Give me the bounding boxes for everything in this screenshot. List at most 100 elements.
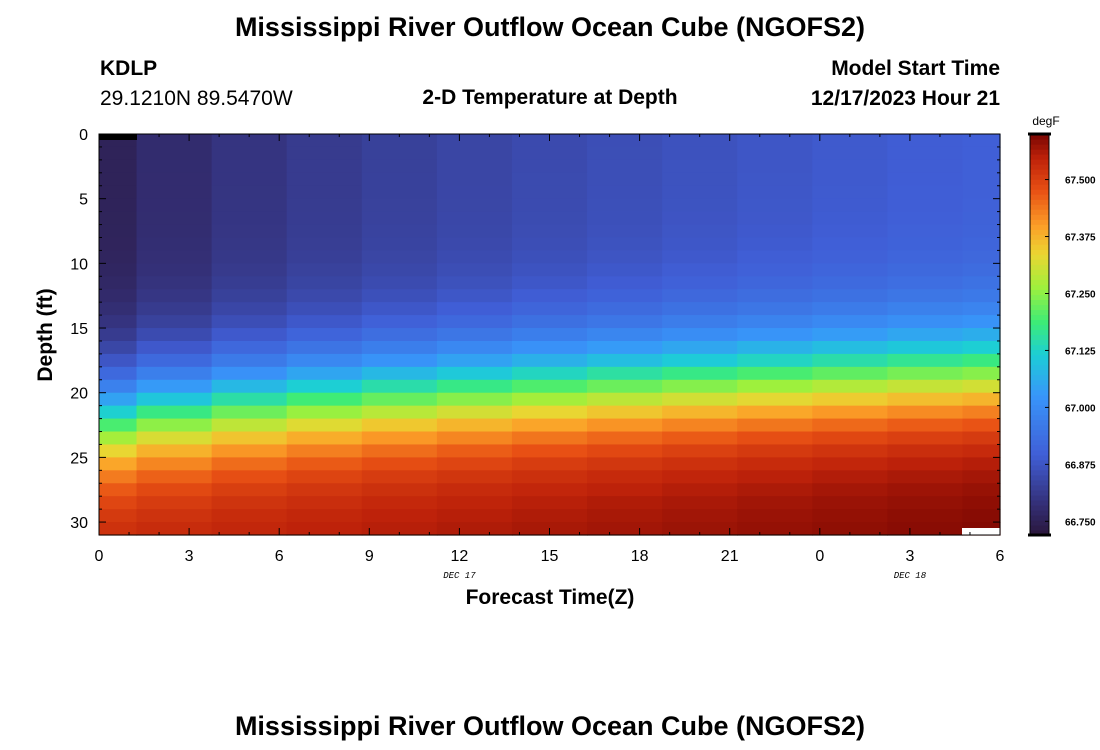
heatmap-cell <box>587 211 663 226</box>
heatmap-cell <box>737 224 813 239</box>
colorbar-segment <box>1030 164 1049 170</box>
colorbar-segment <box>1030 424 1049 431</box>
heatmap-cell <box>99 172 138 187</box>
heatmap-cell <box>587 522 663 536</box>
heatmap-cell <box>737 315 813 329</box>
heatmap-cell <box>99 483 138 497</box>
heatmap-cell <box>737 328 813 342</box>
colorbar-segment <box>1030 149 1049 155</box>
heatmap-cell <box>136 483 213 497</box>
heatmap-cell <box>587 496 663 510</box>
heatmap-cell <box>286 522 363 536</box>
heatmap-cell <box>587 366 663 381</box>
heatmap-cell <box>136 353 213 368</box>
heatmap-cell <box>887 522 964 536</box>
colorbar-segment <box>1030 189 1049 195</box>
heatmap-cell <box>136 289 213 303</box>
heatmap-cell <box>136 185 213 200</box>
heatmap-cell <box>286 509 363 523</box>
colorbar-segment <box>1030 384 1049 391</box>
heatmap-cell <box>737 522 813 536</box>
heatmap-cell <box>812 405 888 420</box>
heatmap-cell <box>211 224 288 239</box>
heatmap-cell <box>436 185 513 200</box>
heatmap-cell <box>962 134 1001 148</box>
colorbar-segment <box>1030 134 1049 140</box>
colorbar-segment <box>1030 459 1049 466</box>
heatmap-cell <box>662 198 738 213</box>
x-tick-label: 15 <box>541 548 559 565</box>
heatmap-cells <box>99 134 1001 536</box>
heatmap-cell <box>737 250 813 264</box>
heatmap-cell <box>99 340 138 355</box>
heatmap-cell <box>737 392 813 407</box>
x-tick-label: 0 <box>95 548 104 565</box>
heatmap-cell <box>662 159 738 174</box>
heatmap-cell <box>361 198 438 213</box>
heatmap-cell <box>436 172 513 187</box>
heatmap-cell <box>737 172 813 187</box>
heatmap-cell <box>211 315 288 329</box>
heatmap-cell <box>737 470 813 484</box>
heatmap-cell <box>286 431 363 446</box>
heatmap-cell <box>361 444 438 458</box>
heatmap-cell <box>286 211 363 226</box>
heatmap-cell <box>211 405 288 420</box>
heatmap-cell <box>812 134 888 148</box>
heatmap-cell <box>662 211 738 226</box>
heatmap-cell <box>436 366 513 381</box>
colorbar: 66.750 66.875 67.000 67.125 67.250 67.375 67.5… <box>1028 132 1096 537</box>
heatmap-cell <box>511 237 588 252</box>
heatmap-cell <box>136 172 213 187</box>
heatmap-cell <box>361 172 438 187</box>
heatmap-cell <box>662 224 738 239</box>
heatmap-cell <box>587 172 663 187</box>
heatmap-cell <box>136 444 213 458</box>
heatmap-cell <box>436 496 513 510</box>
heatmap-cell <box>99 224 138 239</box>
heatmap-cell <box>962 353 1001 368</box>
colorbar-segment <box>1030 284 1049 290</box>
heatmap-cell <box>662 302 738 316</box>
heatmap-cell <box>436 276 513 290</box>
heatmap-cell <box>361 470 438 484</box>
heatmap-cell <box>962 444 1001 458</box>
heatmap-cell <box>587 159 663 174</box>
heatmap-cell <box>361 146 438 161</box>
colorbar-segment <box>1030 439 1049 446</box>
y-axis-ticks: 0 5 10 15 20 25 30 <box>70 127 1000 536</box>
heatmap-cell <box>511 224 588 239</box>
colorbar-segment <box>1030 524 1049 531</box>
heatmap-cell <box>662 366 738 381</box>
heatmap-cell <box>887 185 964 200</box>
heatmap-cell <box>99 289 138 303</box>
heatmap-cell <box>962 315 1001 329</box>
heatmap-cell <box>286 392 363 407</box>
heatmap-cell <box>812 470 888 484</box>
heatmap-cell <box>812 159 888 174</box>
heatmap-cell <box>812 457 888 471</box>
heatmap-cell <box>99 276 138 290</box>
heatmap-cell <box>361 302 438 316</box>
heatmap-cell <box>587 328 663 342</box>
colorbar-segment <box>1030 239 1049 245</box>
heatmap-cell <box>436 224 513 239</box>
heatmap-cell <box>962 146 1001 161</box>
heatmap-cell <box>286 418 363 433</box>
colorbar-segment <box>1030 184 1049 190</box>
heatmap-cell <box>136 470 213 484</box>
heatmap-cell <box>361 276 438 290</box>
heatmap-cell <box>887 470 964 484</box>
colorbar-segment <box>1030 379 1049 386</box>
heatmap-cell <box>286 172 363 187</box>
heatmap-cell <box>436 353 513 368</box>
heatmap-cell <box>737 289 813 303</box>
colorbar-segment <box>1030 469 1049 476</box>
heatmap-cell <box>99 328 138 342</box>
colorbar-segment <box>1030 354 1049 361</box>
colorbar-segment <box>1030 319 1049 326</box>
y-tick-label: 30 <box>70 515 88 532</box>
heatmap-cell <box>286 366 363 381</box>
heatmap-cell <box>99 392 138 407</box>
colorbar-tick-label: 66.750 <box>1065 517 1096 528</box>
